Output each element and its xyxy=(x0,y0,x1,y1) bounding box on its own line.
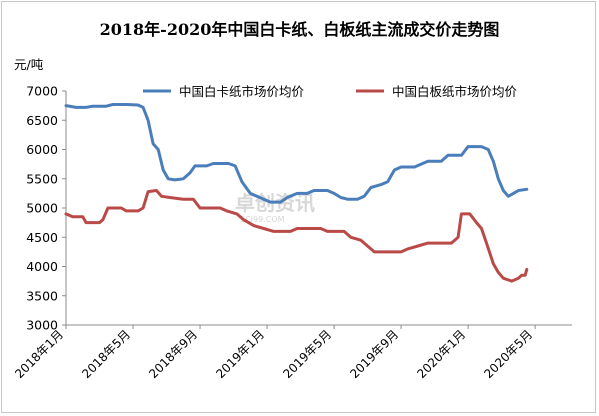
y-tick-label: 3000 xyxy=(26,318,58,333)
x-tick-label: 2019年9月 xyxy=(347,327,401,381)
y-tick-label: 4000 xyxy=(26,259,58,274)
x-tick-label: 2020年5月 xyxy=(481,327,535,381)
y-tick-label: 4500 xyxy=(26,230,58,245)
chart-title: 2018年-2020年中国白卡纸、白板纸主流成交价走势图 xyxy=(99,20,500,39)
y-tick-label: 3500 xyxy=(26,288,58,303)
x-tick-label: 2018年5月 xyxy=(79,327,133,381)
x-tick-label: 2019年5月 xyxy=(280,327,334,381)
y-axis-unit-label: 元/吨 xyxy=(14,57,44,72)
legend-label: 中国白板纸市场价均价 xyxy=(392,84,518,99)
x-tick-label: 2020年1月 xyxy=(414,327,468,381)
watermark-subtext: SCI99.COM xyxy=(240,215,285,224)
legend-label: 中国白卡纸市场价均价 xyxy=(179,84,305,99)
y-tick-label: 5000 xyxy=(26,201,58,216)
series-line-white-card xyxy=(64,103,529,204)
series-line-white-board xyxy=(64,189,529,283)
x-tick-label: 2018年1月 xyxy=(12,327,66,381)
y-tick-label: 5500 xyxy=(26,171,58,186)
y-tick-label: 6000 xyxy=(26,142,58,157)
x-tick-label: 2019年1月 xyxy=(213,327,267,381)
y-tick-label: 7000 xyxy=(26,84,58,99)
x-tick-label: 2018年9月 xyxy=(146,327,200,381)
y-tick-label: 6500 xyxy=(26,113,58,128)
